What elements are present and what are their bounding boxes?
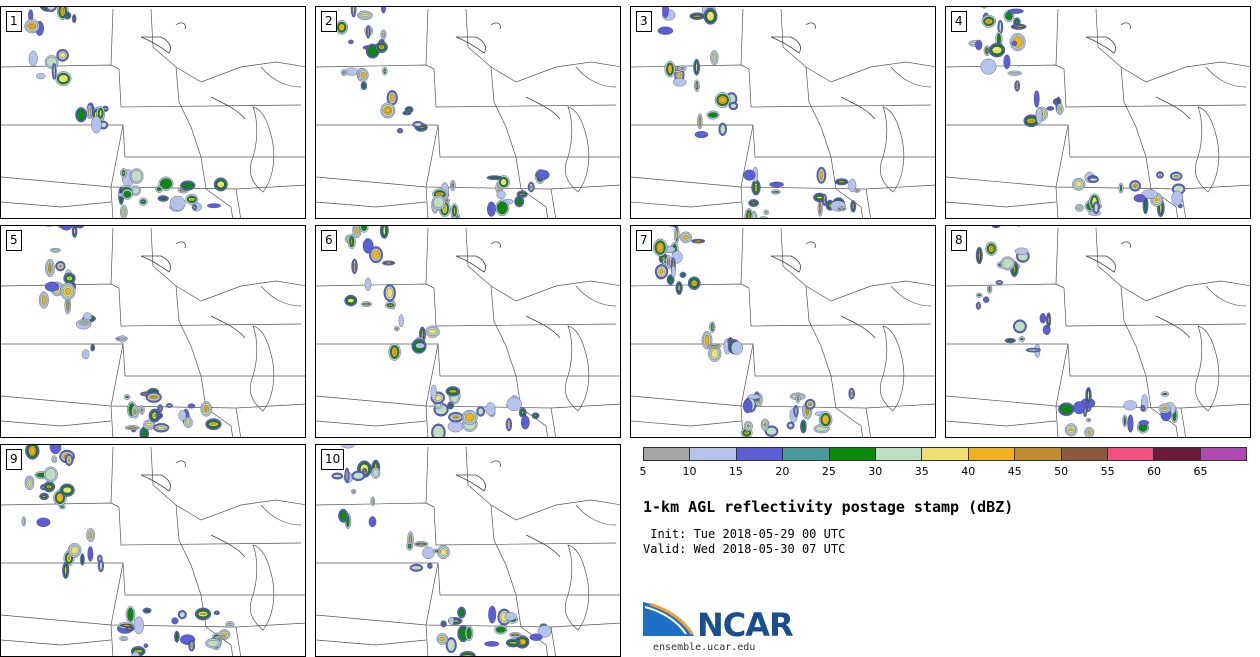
member-number-label: 8: [951, 230, 967, 251]
colorbar-swatch: [783, 448, 830, 460]
colorbar-swatch: [690, 448, 737, 460]
ensemble-member-panel: 8: [945, 225, 1251, 438]
colorbar-tick-label: 60: [1147, 465, 1162, 478]
ensemble-member-panel: 2: [315, 6, 621, 219]
ensemble-member-panel: 3: [630, 6, 936, 219]
reflectivity-map: [316, 445, 620, 656]
colorbar-swatch: [1107, 448, 1155, 460]
member-number-label: 2: [321, 11, 337, 32]
ncar-logo-text: NCAR: [697, 606, 794, 644]
ensemble-member-panel: 5: [0, 225, 306, 438]
colorbar-swatch: [829, 448, 876, 460]
colorbar-swatch: [1061, 448, 1108, 460]
colorbar-tick-label: 45: [1007, 465, 1022, 478]
website-url: ensemble.ucar.edu: [653, 642, 756, 653]
ensemble-member-panel: 10: [315, 444, 621, 657]
colorbar-swatch: [1154, 448, 1201, 460]
reflectivity-map: [946, 7, 1250, 218]
init-time: Init: Tue 2018-05-29 00 UTC: [643, 527, 846, 541]
colorbar-tick-label: 30: [868, 465, 883, 478]
ensemble-member-panel: 4: [945, 6, 1251, 219]
member-number-label: 5: [6, 230, 22, 251]
ensemble-member-panel: 7: [630, 225, 936, 438]
ensemble-member-panel: 9: [0, 444, 306, 657]
member-number-label: 6: [321, 230, 337, 251]
reflectivity-map: [316, 226, 620, 437]
colorbar-tick-label: 5: [639, 465, 647, 478]
reflectivity-map: [1, 7, 305, 218]
valid-time: Valid: Wed 2018-05-30 07 UTC: [643, 542, 846, 556]
reflectivity-map: [1, 445, 305, 656]
colorbar-swatch: [922, 448, 969, 460]
colorbar-tick-label: 65: [1193, 465, 1208, 478]
member-number-label: 7: [636, 230, 652, 251]
reflectivity-map: [631, 226, 935, 437]
colorbar-tick-labels: 5 10 15 20 25 30 35 40 45 50 55 60 65: [639, 465, 1247, 479]
colorbar-tick-label: 55: [1100, 465, 1115, 478]
colorbar-swatch: [644, 448, 691, 460]
colorbar-tick-label: 50: [1054, 465, 1069, 478]
colorbar-swatch: [1015, 448, 1062, 460]
reflectivity-map: [631, 7, 935, 218]
member-number-label: 1: [6, 11, 22, 32]
colorbar-tick-label: 40: [961, 465, 976, 478]
ensemble-member-panel: 6: [315, 225, 621, 438]
colorbar-tick-label: 20: [775, 465, 790, 478]
colorbar-tick-label: 10: [682, 465, 697, 478]
figure-title: 1-km AGL reflectivity postage stamp (dBZ…: [643, 498, 1014, 516]
colorbar-swatch: [1200, 448, 1247, 460]
member-number-label: 3: [636, 11, 652, 32]
ensemble-member-panel: 1: [0, 6, 306, 219]
member-number-label: 4: [951, 11, 967, 32]
ncar-logo-icon: [643, 602, 694, 636]
colorbar-swatch: [875, 448, 923, 460]
reflectivity-map: [316, 7, 620, 218]
member-number-label: 10: [321, 449, 345, 470]
colorbar-tick-label: 35: [914, 465, 929, 478]
reflectivity-map: [946, 226, 1250, 437]
reflectivity-map: [1, 226, 305, 437]
colorbar-tick-label: 25: [821, 465, 836, 478]
colorbar-swatch: [968, 448, 1016, 460]
member-number-label: 9: [6, 449, 22, 470]
colorbar-tick-label: 15: [728, 465, 743, 478]
reflectivity-colorbar: [643, 447, 1247, 461]
colorbar-swatch: [736, 448, 784, 460]
